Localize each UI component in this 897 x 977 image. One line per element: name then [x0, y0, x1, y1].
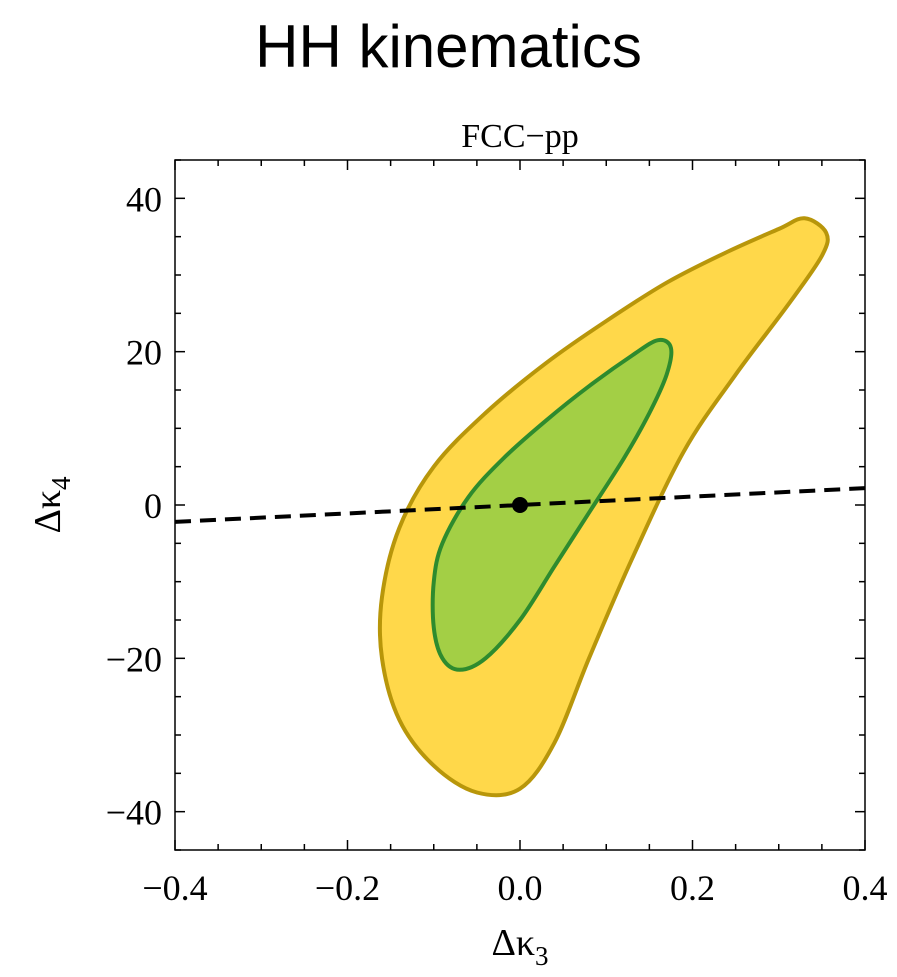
y-tick-label: −20	[106, 639, 162, 679]
x-axis-label-symbol: Δκ	[491, 922, 535, 964]
y-tick-label: 40	[126, 179, 162, 219]
y-tick-label: −40	[106, 793, 162, 833]
y-axis-label: Δκ4	[27, 476, 76, 534]
x-tick-label: 0.0	[498, 868, 543, 908]
y-tick-label: 0	[144, 486, 162, 526]
outer-confidence-region	[377, 216, 830, 798]
y-tick-label: 20	[126, 333, 162, 373]
y-axis-label-symbol: Δκ	[27, 490, 69, 534]
chart-title: HH kinematics	[255, 13, 642, 80]
dashed-line	[175, 486, 865, 524]
x-tick-label: 0.2	[670, 868, 715, 908]
x-axis-label: Δκ3	[491, 922, 548, 971]
x-tick-label: −0.2	[315, 868, 380, 908]
central-point	[512, 497, 528, 513]
x-axis-label-subscript: 3	[535, 941, 549, 971]
chart-subtitle: FCC−pp	[461, 118, 579, 155]
x-tick-label: −0.4	[142, 868, 207, 908]
x-tick-label: 0.4	[843, 868, 888, 908]
y-axis-label-subscript: 4	[46, 476, 76, 490]
